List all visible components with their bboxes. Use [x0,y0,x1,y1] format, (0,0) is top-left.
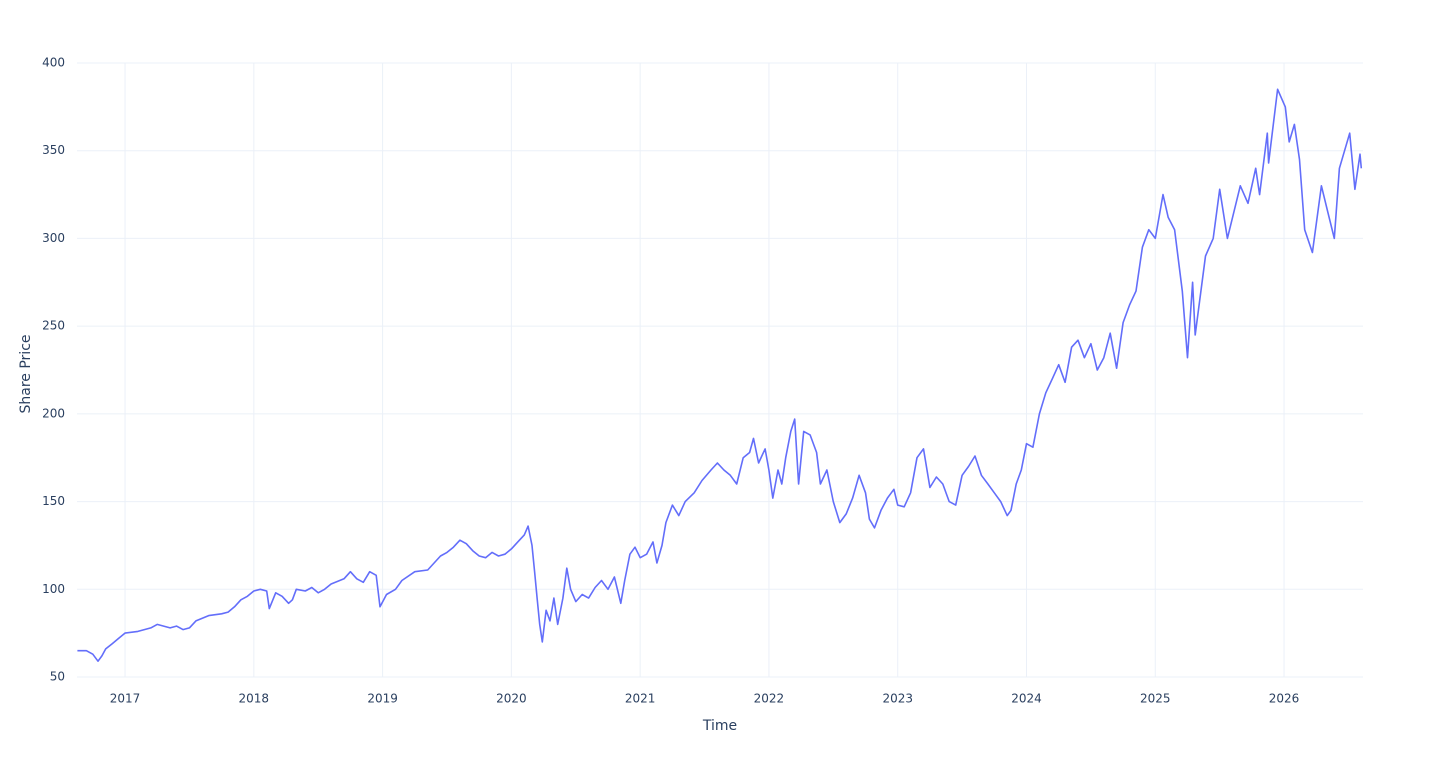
x-axis-title: Time [702,718,737,734]
x-tick-label: 2024 [1011,692,1042,706]
x-tick-label: 2021 [625,692,656,706]
y-tick-label: 300 [42,231,65,245]
y-tick-label: 100 [42,582,65,596]
x-tick-label: 2025 [1140,692,1171,706]
x-tick-label: 2023 [882,692,913,706]
x-tick-label: 2018 [239,692,270,706]
y-tick-label: 250 [42,319,65,333]
price-line [77,88,1363,662]
x-tick-label: 2020 [496,692,527,706]
y-tick-label: 200 [42,406,65,420]
x-tick-label: 2017 [110,692,141,706]
y-tick-label: 400 [42,56,65,70]
x-tick-label: 2026 [1269,692,1300,706]
y-tick-label: 350 [42,143,65,157]
y-axis-title: Share Price [18,334,34,413]
y-tick-label: 50 [50,670,65,684]
y-tick-label: 150 [42,494,65,508]
x-tick-label: 2019 [367,692,398,706]
x-tick-label: 2022 [754,692,785,706]
